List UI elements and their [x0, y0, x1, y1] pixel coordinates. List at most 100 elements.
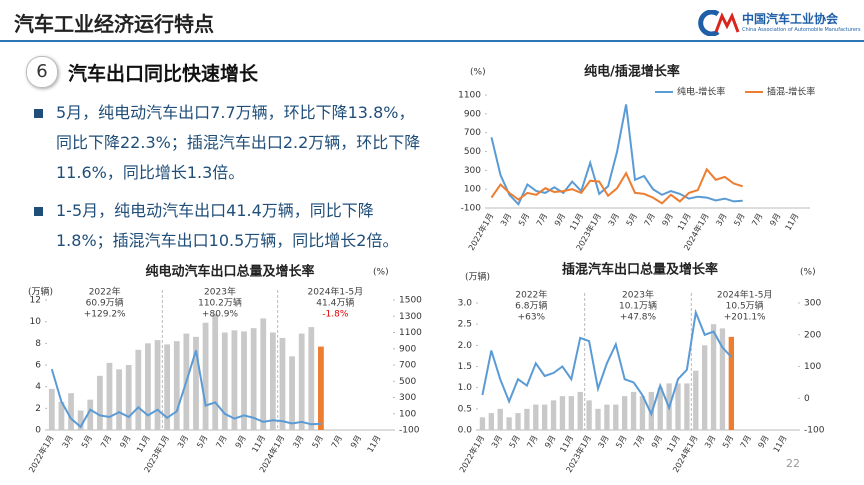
y-tick-label: 2 — [35, 404, 41, 414]
y-tick-label: 300 — [464, 166, 481, 176]
y-tick-label: 0.5 — [458, 404, 472, 414]
y-tick-label: 4 — [35, 382, 41, 392]
y-tick-label: 2.0 — [458, 341, 473, 351]
x-tick-label: 2022年1月 — [457, 433, 486, 474]
y-unit: (万辆) — [465, 271, 490, 283]
x-tick-label: 9月 — [756, 434, 770, 450]
bar — [135, 349, 142, 430]
x-tick-label: 3月 — [61, 434, 75, 450]
y2-tick-label: 1300 — [399, 312, 422, 322]
bar — [145, 343, 151, 430]
bar — [68, 393, 74, 430]
y-tick-label: 10 — [30, 317, 42, 327]
x-tick-label: 3月 — [596, 434, 610, 450]
bar — [719, 328, 726, 430]
x-tick-label: 9月 — [768, 212, 782, 228]
x-tick-label: 9月 — [660, 212, 674, 228]
bar — [506, 417, 512, 430]
x-tick-label: 11月 — [558, 434, 575, 454]
x-tick-label: 5月 — [517, 212, 531, 228]
x-tick-label: 11月 — [366, 434, 383, 454]
logo-cn: 中国汽车工业协会 — [742, 12, 839, 26]
bar — [279, 337, 286, 430]
x-tick-label: 7月 — [525, 434, 539, 450]
x-tick-label: 7月 — [750, 212, 764, 228]
bar — [586, 400, 592, 430]
x-tick-label: 5月 — [721, 434, 735, 450]
annotation: 110.2万辆 — [198, 297, 242, 309]
x-tick-label: 3月 — [176, 434, 190, 450]
x-tick-label: 9月 — [234, 434, 248, 450]
y2-unit: (%) — [800, 268, 816, 278]
y-tick-label: 1100 — [458, 91, 481, 101]
bar — [542, 404, 548, 430]
x-tick-label: 3月 — [703, 434, 717, 450]
bar — [77, 410, 84, 430]
y2-tick-label: -100 — [399, 426, 420, 436]
y-tick-label: 2.5 — [458, 320, 472, 330]
bar — [577, 391, 583, 430]
bar — [318, 346, 324, 430]
bar — [515, 413, 521, 430]
bar — [630, 391, 637, 430]
annotation: 41.4万辆 — [316, 297, 354, 309]
x-tick-label: 5月 — [614, 434, 628, 450]
x-tick-label: 11月 — [135, 434, 152, 454]
bar — [604, 404, 610, 430]
x-tick-label: 11月 — [784, 212, 801, 232]
bar — [250, 328, 257, 430]
y2-tick-label: 1100 — [399, 328, 422, 338]
x-tick-label: 9月 — [543, 434, 557, 450]
bar — [497, 408, 503, 430]
bar — [728, 336, 734, 430]
annotation: -1.8% — [322, 310, 349, 320]
x-tick-label: 9月 — [553, 212, 567, 228]
bar — [193, 336, 199, 430]
x-tick-label: 7月 — [632, 434, 646, 450]
annotation: 2024年1-5月 — [717, 289, 773, 301]
x-tick-label: 5月 — [732, 212, 746, 228]
y-unit: (万辆) — [28, 286, 53, 298]
x-tick-label: 11月 — [676, 212, 693, 232]
annotation: 2022年 — [515, 289, 547, 301]
logo-mark — [698, 10, 740, 36]
x-tick-label: 11月 — [772, 434, 789, 454]
bar — [479, 417, 486, 430]
line-series — [481, 308, 733, 417]
y2-tick-label: -100 — [804, 426, 825, 436]
bar — [308, 327, 315, 430]
x-tick-label: 7月 — [739, 434, 753, 450]
chart-title: 纯电/插混增长率 — [584, 64, 680, 80]
y-unit: (%) — [470, 68, 486, 78]
y-tick-label: 6 — [35, 361, 41, 371]
line-series — [50, 350, 321, 429]
annotation: 10.5万辆 — [726, 300, 764, 312]
annotation: +201.1% — [724, 313, 766, 323]
bar — [48, 388, 55, 430]
bar — [675, 383, 681, 430]
bar — [269, 332, 276, 430]
legend-label: 插混-增长率 — [767, 86, 815, 98]
x-tick-label: 7月 — [214, 434, 228, 450]
y2-tick-label: 200 — [804, 330, 821, 340]
line-series — [490, 104, 743, 206]
y-tick-label: 1.5 — [458, 362, 472, 372]
bar — [202, 322, 209, 430]
bar — [125, 365, 132, 430]
annotation: 2023年 — [622, 289, 654, 301]
bar — [639, 396, 646, 430]
annotation: +47.8% — [620, 313, 657, 323]
x-tick-label: 3月 — [499, 212, 513, 228]
annotation: +63% — [518, 313, 546, 323]
page-number: 22 — [786, 457, 800, 470]
x-tick-label: 5月 — [625, 212, 639, 228]
legend-label: 纯电-增长率 — [677, 86, 725, 98]
annotation: +80.9% — [202, 310, 239, 320]
y2-tick-label: 900 — [399, 344, 416, 354]
x-tick-label: 9月 — [118, 434, 132, 450]
x-tick-label: 2022年1月 — [26, 433, 55, 474]
annotation: +129.2% — [84, 310, 126, 320]
bar — [550, 400, 557, 430]
